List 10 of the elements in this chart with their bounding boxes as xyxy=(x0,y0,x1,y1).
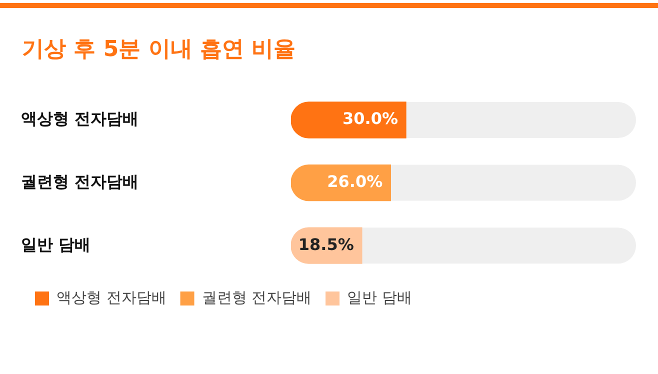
y-tick-label: 일반 담배 xyxy=(21,234,91,254)
legend-label: 일반 담배 xyxy=(347,288,412,306)
data-label: 26.0% xyxy=(327,172,383,191)
chart-title: 기상 후 5분 이내 흡연 비율 xyxy=(22,36,296,64)
legend-label: 액상형 전자담배 xyxy=(56,288,166,306)
legend-label: 궐련형 전자담배 xyxy=(202,288,312,306)
y-tick-label: 궐련형 전자담배 xyxy=(21,172,139,191)
data-label: 18.5% xyxy=(298,234,354,254)
y-tick-label: 액상형 전자담배 xyxy=(21,109,139,128)
data-label: 30.0% xyxy=(342,109,398,128)
